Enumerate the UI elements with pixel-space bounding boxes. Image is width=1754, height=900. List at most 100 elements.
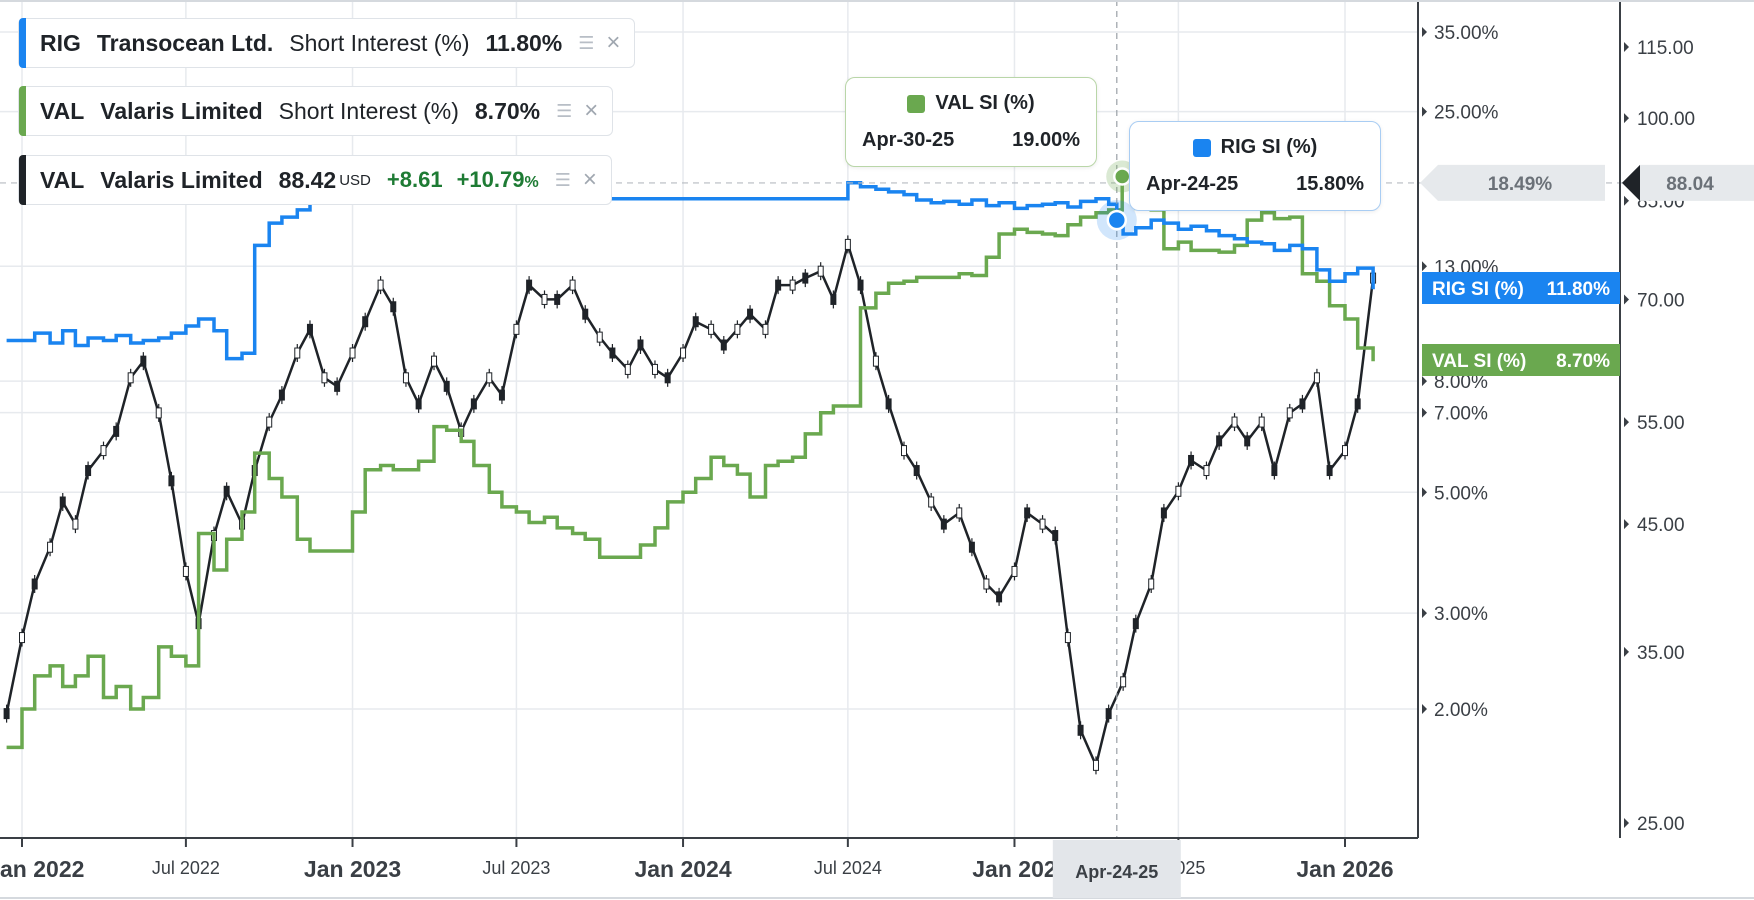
close-icon[interactable]: × xyxy=(584,97,599,124)
price-candle-body xyxy=(85,465,92,477)
price-candle-body xyxy=(1105,708,1112,720)
price-candle-body xyxy=(127,372,134,384)
layers-plus-icon[interactable]: ☰ xyxy=(556,100,573,121)
si-tick xyxy=(1422,376,1427,387)
price-candle-body xyxy=(349,347,356,359)
price-candle-body xyxy=(1271,465,1278,477)
tooltip-row: Apr-24-25 15.80% xyxy=(1146,173,1364,196)
price-candle-body xyxy=(294,347,301,359)
price-tick-label: 25.00 xyxy=(1637,814,1685,835)
layers-plus-icon[interactable]: ☰ xyxy=(554,169,571,190)
legend-change-pct-unit: % xyxy=(524,174,539,191)
layers-plus-icon[interactable]: ☰ xyxy=(578,32,595,53)
price-tick xyxy=(1624,195,1629,206)
x-tick-label: Jan 2024 xyxy=(634,856,731,882)
price-candle-body xyxy=(1039,518,1046,530)
price-candle-body xyxy=(168,475,175,487)
legend-color-bar xyxy=(19,155,26,205)
legend-change-pct-value: +10.79 xyxy=(456,167,525,192)
x-axis: an 2022 Jul 2022 Jan 2023 Jul 2023 Jan 2024 J… xyxy=(0,838,1394,882)
price-candle-body xyxy=(692,316,699,328)
price-candle-body xyxy=(928,496,935,508)
price-candle-body xyxy=(637,339,644,351)
crosshair-si-label: 18.49% xyxy=(1488,174,1553,195)
price-candle-body xyxy=(415,398,422,410)
price-candle-body xyxy=(885,398,892,410)
tooltip-val-si: VAL SI (%) Apr-30-25 19.00% xyxy=(845,77,1097,167)
price-candle-body xyxy=(1024,507,1031,519)
si-tick-label: 3.00% xyxy=(1434,604,1488,625)
price-candle-body xyxy=(913,465,920,477)
legend-company: Transocean Ltd. xyxy=(96,29,274,56)
price-tick xyxy=(1624,818,1629,828)
legend-color-bar xyxy=(19,86,26,136)
tooltip-title: VAL SI (%) xyxy=(935,92,1035,114)
legend-color-bar xyxy=(19,18,26,68)
x-tick-label: Jul 2022 xyxy=(152,858,220,878)
legend-change-pct: +10.79% xyxy=(457,167,539,193)
price-candle-body xyxy=(968,541,975,553)
price-candle-body xyxy=(1231,416,1238,428)
x-tick-label: an 2022 xyxy=(0,856,84,882)
price-candle-body xyxy=(830,293,837,305)
x-tick-label: Jul 2023 xyxy=(482,858,550,878)
price-candle-body xyxy=(651,363,658,375)
legend-metric: Short Interest (%) xyxy=(289,29,470,56)
si-tick xyxy=(1422,608,1427,619)
si-tick-label: 35.00% xyxy=(1434,23,1499,44)
tooltip-value: 15.80% xyxy=(1296,173,1364,195)
price-candle-body xyxy=(582,308,589,320)
price-candle-body xyxy=(569,279,576,291)
price-candle-body xyxy=(1299,398,1306,410)
close-icon[interactable]: × xyxy=(606,29,621,56)
si-tick xyxy=(1422,27,1427,37)
si-tick-label: 7.00% xyxy=(1434,404,1488,425)
si-tick xyxy=(1422,106,1427,117)
price-tick-label: 100.00 xyxy=(1637,109,1695,130)
close-icon[interactable]: × xyxy=(582,166,597,193)
series-rig-si xyxy=(6,181,1375,361)
price-candle-body xyxy=(72,518,79,530)
tooltip-rig-si: RIG SI (%) Apr-24-25 15.80% xyxy=(1129,121,1381,211)
price-candle-body xyxy=(306,323,313,335)
price-candle-body xyxy=(498,389,505,401)
last-value-series: RIG SI (%) xyxy=(1432,279,1524,300)
price-tick xyxy=(1624,646,1629,657)
price-candle-body xyxy=(513,323,520,335)
price-candle-body xyxy=(1188,454,1195,466)
price-candle-body xyxy=(155,407,162,419)
x-tick-label: Jan 202 xyxy=(972,856,1056,882)
price-candle-body xyxy=(182,565,189,577)
price-candle-body xyxy=(1077,724,1084,736)
price-candle-body xyxy=(1132,618,1139,630)
price-tick-label: 70.00 xyxy=(1637,290,1685,311)
price-candle-body xyxy=(680,347,687,359)
last-value-number: 11.80% xyxy=(1547,279,1610,300)
gridlines xyxy=(0,0,1418,838)
price-candle-body xyxy=(19,632,25,644)
price-tick xyxy=(1624,42,1629,52)
price-candle-body xyxy=(857,279,864,291)
tooltip-header: RIG SI (%) xyxy=(1130,136,1380,159)
price-candle-body xyxy=(983,578,990,590)
legend-symbol: RIG xyxy=(40,29,81,56)
price-candle-body xyxy=(1342,445,1348,457)
tooltip-date: Apr-30-25 xyxy=(862,129,955,151)
legend-value: 11.80% xyxy=(485,29,563,56)
crosshair-si-label-bg xyxy=(1420,164,1605,201)
x-tick-label: 025 xyxy=(1175,858,1205,878)
price-candle-body xyxy=(1216,435,1223,447)
price-candle-body xyxy=(1354,398,1361,410)
crosshair-price-pointer xyxy=(1622,164,1640,201)
price-candle-body xyxy=(817,265,824,277)
price-candle-body xyxy=(334,380,341,392)
price-candle-body xyxy=(402,372,409,384)
last-value-rig-si: RIG SI (%) 11.80% xyxy=(1422,272,1620,304)
price-candle-body xyxy=(747,308,754,320)
price-candle-body xyxy=(377,279,384,291)
x-tick-label: Jan 2026 xyxy=(1296,856,1393,882)
price-candle-body xyxy=(720,339,727,351)
crosshair-x-label-bg xyxy=(1052,840,1181,898)
price-candle-body xyxy=(486,372,493,384)
x-tick-label: Jan 2023 xyxy=(304,856,401,882)
